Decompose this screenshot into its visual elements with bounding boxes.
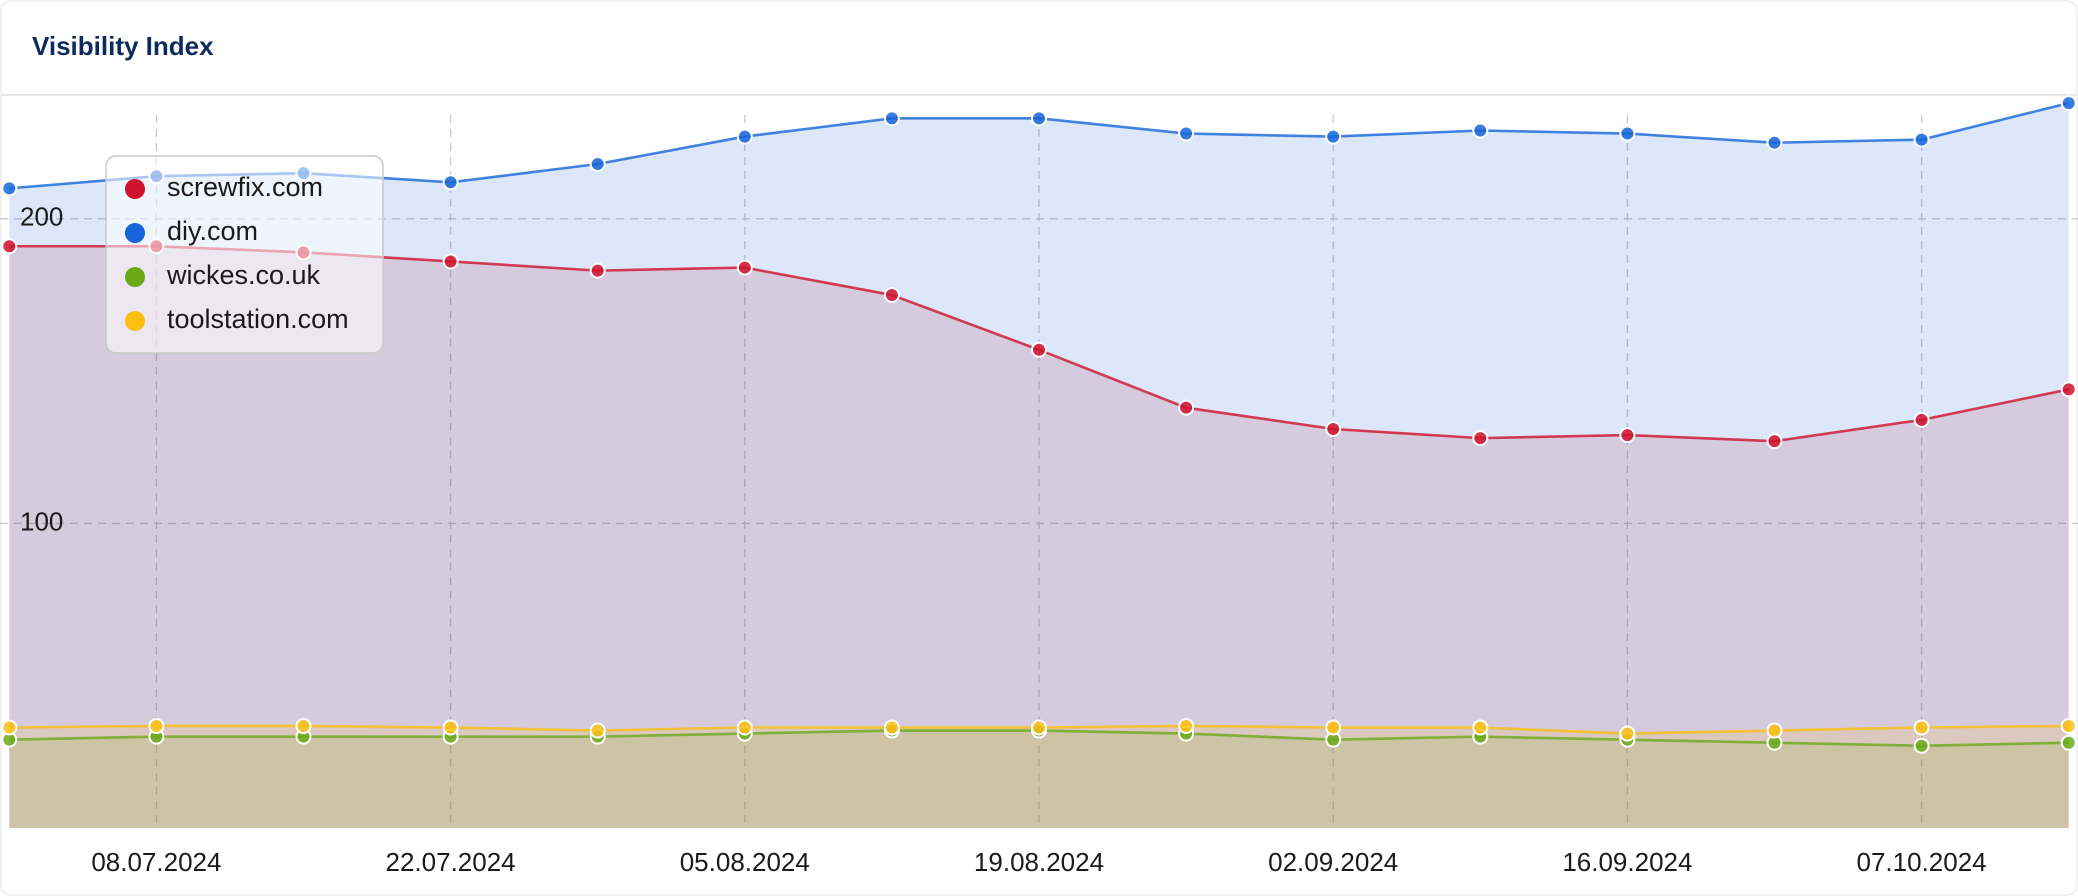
point xyxy=(883,110,900,127)
x-tick-label: 22.07.2024 xyxy=(386,847,516,877)
legend-label: diy.com xyxy=(167,216,258,246)
y-tick-label: 100 xyxy=(20,506,63,536)
point xyxy=(736,128,753,145)
point xyxy=(1,238,18,255)
point xyxy=(1619,427,1636,444)
point xyxy=(1,719,18,736)
legend-label: screwfix.com xyxy=(167,172,323,202)
x-tick-label: 05.08.2024 xyxy=(680,847,810,877)
x-tick-label: 02.09.2024 xyxy=(1268,847,1398,877)
legend-marker xyxy=(125,267,145,287)
legend-label: toolstation.com xyxy=(167,304,349,334)
point xyxy=(1913,411,1930,428)
x-tick-label: 07.10.2024 xyxy=(1857,847,1987,877)
legend-marker xyxy=(125,311,145,331)
point xyxy=(1619,725,1636,742)
legend-box xyxy=(105,155,384,354)
point xyxy=(1325,128,1342,145)
area xyxy=(9,730,2069,828)
chart-title: Visibility Index xyxy=(32,31,214,61)
point xyxy=(1766,433,1783,450)
point xyxy=(1325,420,1342,437)
area xyxy=(9,103,2069,828)
x-tick-label: 16.09.2024 xyxy=(1562,847,1692,877)
point xyxy=(2060,381,2077,398)
area xyxy=(9,246,2069,828)
point xyxy=(1472,122,1489,139)
point xyxy=(148,717,165,734)
legend-marker xyxy=(125,223,145,243)
point xyxy=(442,253,459,270)
x-tick-label: 08.07.2024 xyxy=(91,847,221,877)
point xyxy=(442,719,459,736)
point xyxy=(1913,737,1930,754)
point xyxy=(1178,399,1195,416)
point xyxy=(1,180,18,197)
point xyxy=(2060,717,2077,734)
point xyxy=(1766,134,1783,151)
point xyxy=(1031,719,1047,736)
point xyxy=(736,719,753,736)
point xyxy=(295,717,312,734)
point xyxy=(1913,131,1930,148)
point xyxy=(1031,341,1047,358)
point xyxy=(589,722,606,739)
point xyxy=(2060,734,2077,751)
point xyxy=(1472,430,1489,447)
point xyxy=(589,262,606,279)
point xyxy=(736,259,753,276)
area xyxy=(9,725,2069,828)
point xyxy=(589,156,606,173)
point xyxy=(1325,719,1342,736)
point xyxy=(1178,717,1195,734)
point xyxy=(1766,722,1783,739)
point xyxy=(1619,125,1636,142)
point xyxy=(2060,95,2077,112)
point xyxy=(883,719,900,736)
legend-label: wickes.co.uk xyxy=(166,260,321,290)
point xyxy=(1913,719,1930,736)
x-tick-label: 19.08.2024 xyxy=(974,847,1104,877)
point xyxy=(1031,110,1047,127)
y-tick-label: 200 xyxy=(20,202,63,232)
point xyxy=(1178,125,1195,142)
point xyxy=(1472,719,1489,736)
legend-marker xyxy=(125,179,145,199)
point xyxy=(883,286,900,303)
point xyxy=(442,174,459,191)
